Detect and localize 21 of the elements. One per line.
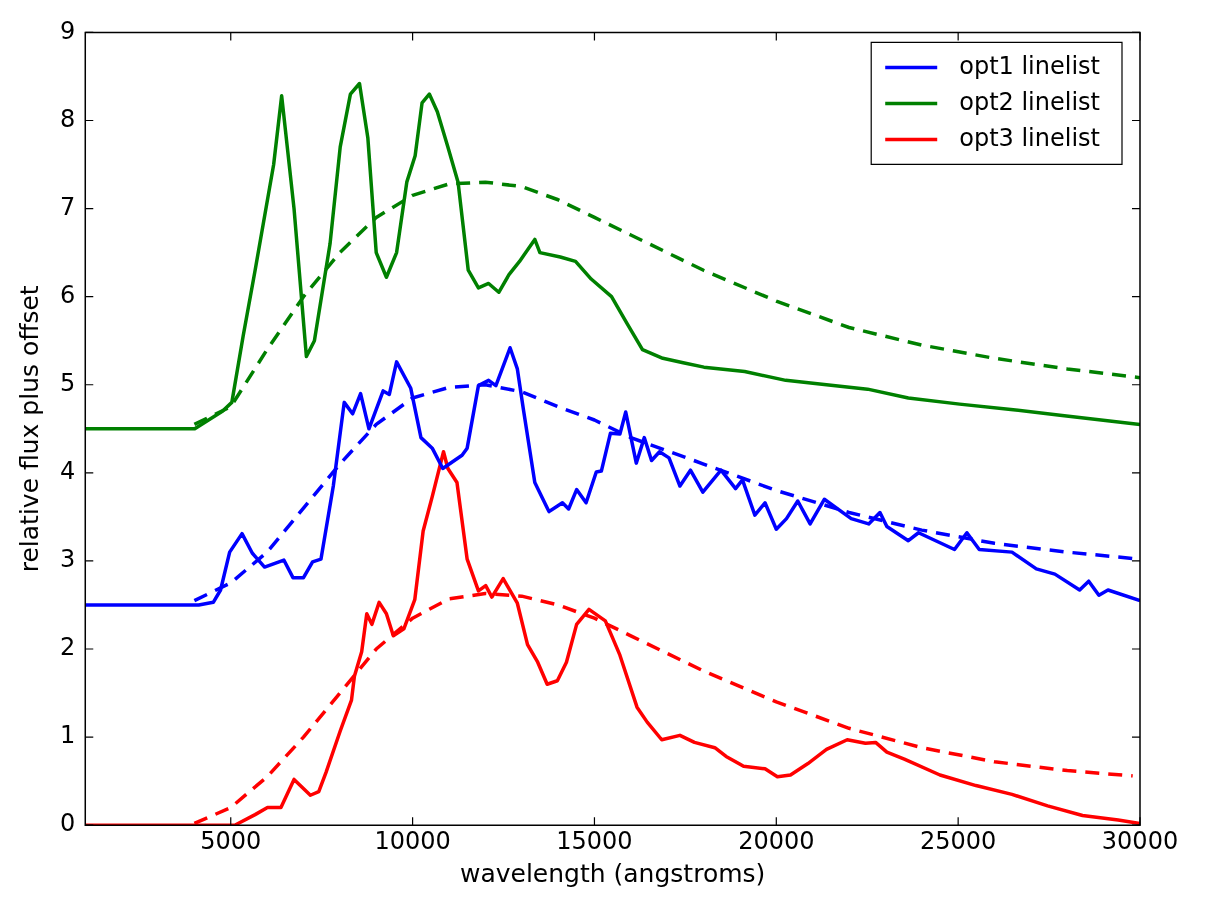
y-tick-label: 7 [59,192,76,221]
legend-label: opt1 linelist [959,51,1101,80]
y-tick-label: 0 [59,809,76,838]
y-tick-label: 5 [59,368,76,397]
x-tick-label: 5000 [200,826,262,855]
y-tick-label: 3 [59,545,76,574]
x-axis-title: wavelength (angstroms) [459,858,766,888]
y-tick-label: 4 [59,457,76,486]
x-tick-label: 20000 [738,826,815,855]
legend-label: opt3 linelist [959,123,1101,152]
legend-label: opt2 linelist [959,87,1101,116]
x-tick-label: 10000 [374,826,451,855]
y-tick-label: 9 [59,16,76,45]
y-tick-label: 1 [59,721,76,750]
y-tick-label: 2 [59,633,76,662]
y-tick-label: 8 [59,104,76,133]
y-tick-label: 6 [59,280,76,309]
y-axis-title: relative flux plus offset [14,285,44,573]
x-tick-label: 30000 [1101,826,1179,855]
x-tick-label: 25000 [919,826,997,855]
x-tick-label: 15000 [556,826,633,855]
